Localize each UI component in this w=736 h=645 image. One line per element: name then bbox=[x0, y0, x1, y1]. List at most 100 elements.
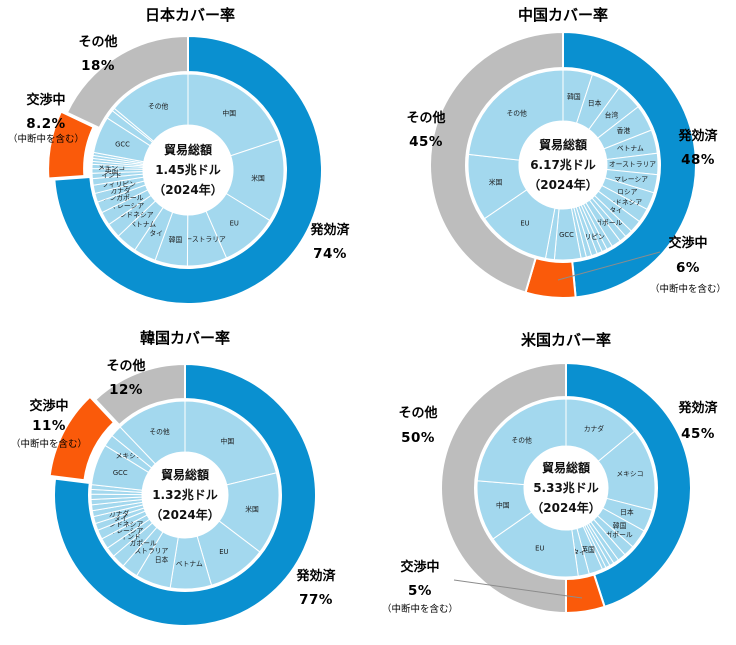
inner-segment-label: 香港 bbox=[617, 126, 631, 135]
inner-segment-label: マレーシア bbox=[614, 175, 648, 183]
center-text-line: 5.33兆ドル bbox=[533, 480, 599, 495]
inner-segment-label: 英国 bbox=[105, 166, 119, 175]
inner-segment-label: 中国 bbox=[496, 501, 510, 510]
inner-segment bbox=[476, 398, 567, 486]
inner-segment-label: フィリピン bbox=[571, 233, 605, 241]
outer-percent-negotiating: 8.2% bbox=[26, 116, 65, 132]
inner-segment-label: その他 bbox=[148, 102, 169, 111]
inner-segment-label: 日本 bbox=[620, 508, 634, 517]
inner-segment-label: ロシア bbox=[617, 188, 638, 196]
outer-label-other: その他 bbox=[106, 358, 145, 374]
outer-segment-other bbox=[93, 362, 186, 427]
chart-title: 米国カバー率 bbox=[521, 331, 611, 349]
inner-segment bbox=[119, 400, 186, 465]
inner-segment-label: オーストラリア bbox=[609, 161, 656, 169]
outer-percent-other: 18% bbox=[81, 58, 115, 74]
inner-segment-label: 韓国 bbox=[613, 521, 627, 530]
inner-segment-label: インドネシア bbox=[601, 198, 642, 206]
inner-segment-label: シンガポール bbox=[592, 530, 633, 539]
inner-segment-label: シンガポール bbox=[103, 193, 144, 202]
inner-segment-label: タイ bbox=[149, 228, 163, 237]
outer-label-other: その他 bbox=[398, 405, 437, 421]
inner-segment-label: カナダ bbox=[584, 424, 605, 433]
chart-title: 韓国カバー率 bbox=[140, 329, 230, 347]
inner-segment-label: EU bbox=[219, 548, 228, 556]
inner-segment-label: インド bbox=[101, 171, 121, 179]
inner-segment-label: 韓国 bbox=[169, 235, 183, 244]
outer-percent-negotiating: 11% bbox=[32, 418, 66, 434]
center-text-line: 1.45兆ドル bbox=[155, 162, 221, 177]
inner-segment-label: タイ bbox=[609, 205, 623, 214]
center-text-line: （2024年） bbox=[153, 182, 222, 197]
inner-segment-label: カナダ bbox=[110, 186, 131, 195]
outer-note-negotiating: （中断中を含む） bbox=[382, 603, 458, 615]
inner-segment-label: 米国 bbox=[245, 505, 259, 514]
inner-segment-label: カナダ bbox=[109, 509, 130, 518]
outer-segment-other bbox=[440, 361, 567, 615]
outer-percent-effective: 45% bbox=[681, 426, 715, 442]
inner-segment bbox=[184, 400, 277, 486]
chart-title: 中国カバー率 bbox=[518, 6, 608, 24]
outer-percent-effective: 48% bbox=[681, 152, 715, 168]
outer-note-negotiating: （中断中を含む） bbox=[11, 438, 87, 450]
outer-percent-effective: 74% bbox=[313, 246, 347, 262]
outer-label-effective: 発効済 bbox=[295, 568, 336, 584]
inner-segment-label: EU bbox=[230, 220, 239, 228]
inner-segment-label: フィリピン bbox=[102, 181, 136, 189]
outer-segment-effective bbox=[53, 362, 317, 627]
inner-segment-label: タイ bbox=[114, 514, 128, 523]
center-text-line: （2024年） bbox=[150, 507, 219, 522]
outer-label-other: その他 bbox=[406, 110, 445, 126]
inner-segment-label: EU bbox=[520, 220, 529, 228]
inner-segment-label: 英国 bbox=[581, 545, 595, 554]
outer-note-negotiating: （中断中を含む） bbox=[650, 283, 726, 295]
inner-segment-label: その他 bbox=[149, 427, 170, 436]
inner-segment-label: シンガポール bbox=[116, 539, 157, 548]
inner-segment-label: その他 bbox=[506, 109, 527, 118]
inner-segment-label: ベトナム bbox=[129, 220, 156, 228]
outer-label-negotiating: 交渉中 bbox=[668, 235, 707, 251]
inner-segment-label: インドネシア bbox=[113, 211, 154, 219]
outer-segment-effective bbox=[53, 34, 323, 305]
inner-segment-label: オーストラリア bbox=[121, 547, 168, 555]
inner-segment-label: 中国 bbox=[221, 437, 235, 446]
outer-percent-other: 12% bbox=[109, 382, 143, 398]
inner-segment-label: メキシコ bbox=[98, 164, 125, 172]
outer-label-effective: 発効済 bbox=[677, 400, 718, 416]
outer-percent-other: 50% bbox=[401, 430, 435, 446]
outer-segment-other bbox=[65, 34, 189, 130]
outer-percent-negotiating: 5% bbox=[408, 583, 432, 599]
inner-segment-label: メキシコ bbox=[116, 452, 143, 460]
inner-segment-label: メキシコ bbox=[616, 470, 643, 478]
inner-segment-label: 日本 bbox=[155, 555, 169, 564]
center-text-line: （2024年） bbox=[528, 177, 597, 192]
outer-segment-negotiating bbox=[48, 395, 116, 482]
inner-segment-label: 韓国 bbox=[567, 92, 581, 101]
inner-segment-label: その他 bbox=[511, 435, 532, 444]
inner-segment-label: 米国 bbox=[251, 174, 265, 183]
inner-segment-label: ベトナム bbox=[617, 144, 644, 152]
outer-label-negotiating: 交渉中 bbox=[26, 92, 65, 108]
outer-segment-effective bbox=[565, 361, 692, 609]
outer-percent-effective: 77% bbox=[299, 592, 333, 608]
inner-segment-label: インド bbox=[120, 533, 140, 541]
chart-title: 日本カバー率 bbox=[145, 6, 235, 24]
outer-segment-negotiating bbox=[47, 110, 95, 180]
inner-segment-label: EU bbox=[535, 545, 544, 553]
outer-label-effective: 発効済 bbox=[677, 128, 718, 144]
outer-percent-other: 45% bbox=[409, 134, 443, 150]
inner-segment-label: インドネシア bbox=[102, 520, 143, 528]
inner-segment-label: 中国 bbox=[222, 108, 236, 117]
inner-segment-label: マレーシア bbox=[109, 527, 143, 535]
inner-segment-label: タイ bbox=[572, 548, 586, 557]
inner-segment bbox=[113, 73, 189, 142]
outer-label-effective: 発効済 bbox=[309, 222, 350, 238]
inner-segment-label: 米国 bbox=[489, 177, 503, 186]
leader-line bbox=[557, 251, 661, 281]
outer-label-negotiating: 交渉中 bbox=[29, 398, 68, 414]
center-text-line: 1.32兆ドル bbox=[152, 487, 218, 502]
center-text-line: （2024年） bbox=[531, 500, 600, 515]
center-text-line: 6.17兆ドル bbox=[530, 157, 596, 172]
inner-segment-label: オーストラリア bbox=[179, 236, 226, 244]
